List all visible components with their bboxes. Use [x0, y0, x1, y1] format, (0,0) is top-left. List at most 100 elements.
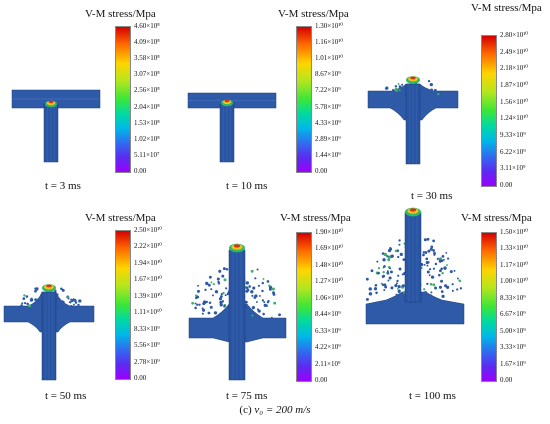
debris-particle — [397, 285, 401, 289]
simulation-image — [365, 207, 465, 325]
debris-particle — [446, 264, 448, 266]
debris-particle — [222, 291, 225, 295]
colorbar-tick-label: 3.07×10⁸ — [134, 70, 160, 79]
debris-particle — [22, 297, 26, 300]
debris-particle — [29, 308, 33, 312]
debris-particle — [441, 294, 445, 298]
debris-particle — [438, 285, 442, 289]
debris-particle — [74, 301, 78, 304]
debris-particle — [426, 295, 429, 298]
colorbar-tick-label: 5.00×10⁹ — [500, 326, 526, 335]
debris-particle — [438, 259, 442, 263]
simulation-image — [3, 284, 95, 381]
colorbar-tick-label: 2.89×10⁹ — [315, 134, 341, 143]
stress-colorbar — [115, 230, 131, 380]
panel-t10: V-M stress/Mpa 1.30×10¹⁰ 1.16×10¹⁰ 1.01×10¹… — [183, 0, 366, 200]
colorbar-tick-label: 1.56×10¹⁰ — [500, 97, 529, 106]
colorbar-tick-label: 6.22×10⁹ — [500, 147, 526, 156]
debris-particle — [459, 287, 463, 290]
debris-particle — [427, 94, 431, 98]
debris-particle — [205, 281, 209, 286]
debris-particle — [224, 294, 227, 297]
colorbar-tick-label: 7.22×10⁹ — [315, 86, 341, 95]
debris-particle — [225, 267, 229, 271]
debris-particle — [221, 300, 225, 303]
colorbar-tick-label: 1.69×10¹⁰ — [315, 244, 344, 253]
debris-particle — [196, 295, 200, 299]
debris-particle — [394, 85, 398, 88]
debris-particle — [383, 265, 386, 268]
debris-particle — [201, 308, 206, 312]
stress-tip-red — [233, 244, 241, 248]
debris-particle — [383, 252, 387, 257]
colorbar-tick-label: 1.53×10⁸ — [134, 118, 160, 127]
debris-particle — [456, 277, 459, 280]
stress-colorbar — [115, 26, 131, 173]
stress-tip-red — [409, 208, 417, 212]
debris-particle — [271, 287, 275, 291]
debris-particle — [453, 269, 456, 272]
debris-particle — [426, 237, 430, 241]
debris-particle — [426, 282, 429, 285]
stress-tip-red — [224, 99, 230, 103]
debris-particle — [386, 255, 389, 258]
debris-particle — [383, 289, 386, 292]
colorbar-tick-label: 3.11×10⁹ — [500, 164, 526, 173]
debris-particle — [216, 277, 220, 281]
debris-particle — [36, 298, 39, 301]
colorbar-tick-label: 1.50×10¹⁰ — [500, 228, 529, 236]
debris-particle — [17, 307, 21, 311]
colorbar-tick-label: 5.11×10⁷ — [134, 150, 160, 159]
debris-particle — [382, 271, 385, 274]
debris-particle — [225, 287, 228, 290]
debris-particle — [443, 266, 447, 270]
debris-particle — [426, 264, 429, 267]
debris-particle — [425, 261, 429, 265]
stress-colorbar — [481, 232, 497, 382]
debris-particle — [38, 297, 42, 301]
debris-particle — [401, 295, 405, 299]
colorbar-tick-label: 4.60×10⁸ — [134, 22, 160, 30]
debris-particle — [256, 268, 259, 271]
debris-particle — [390, 254, 394, 258]
debris-particle — [443, 258, 445, 261]
debris-particle — [197, 284, 199, 287]
debris-particle — [245, 281, 249, 285]
debris-particle — [30, 298, 34, 302]
debris-particle — [218, 269, 222, 273]
debris-particle — [437, 92, 440, 96]
debris-particle — [432, 283, 436, 287]
debris-particle — [223, 278, 227, 282]
debris-particle — [434, 286, 438, 290]
colorbar-tick-label: 1.67×10¹⁰ — [134, 275, 163, 284]
colorbar-tick-label: 1.67×10⁹ — [500, 359, 526, 368]
simulation-image — [11, 89, 101, 163]
debris-particle — [253, 296, 257, 299]
debris-particle — [387, 255, 392, 259]
debris-particle — [401, 83, 404, 86]
debris-particle — [266, 280, 270, 283]
debris-particle — [384, 285, 388, 289]
panel-t50: V-M stress/Mpa 2.50×10¹⁰ 2.22×10¹⁰ 1.94×10¹… — [0, 200, 183, 402]
debris-particle — [60, 287, 63, 291]
debris-particle — [451, 283, 454, 286]
debris-particle — [430, 296, 433, 299]
debris-particle — [251, 314, 254, 317]
time-label: t = 10 ms — [226, 180, 268, 192]
debris-particle — [370, 269, 374, 273]
debris-particle — [21, 302, 24, 305]
debris-particle — [377, 267, 381, 270]
debris-particle — [195, 294, 198, 297]
debris-particle — [262, 278, 265, 280]
debris-particle — [261, 289, 264, 293]
colorbar-tick-label: 8.44×10⁹ — [315, 310, 341, 319]
debris-particle — [398, 85, 401, 88]
debris-particle — [398, 243, 401, 246]
debris-particle — [261, 281, 265, 285]
colorbar-tick-label: 2.18×10¹⁰ — [500, 64, 529, 73]
debris-particle — [429, 294, 433, 297]
debris-particle — [440, 267, 443, 271]
debris-particle — [251, 294, 254, 297]
simulation-image — [367, 76, 459, 165]
debris-particle — [374, 283, 378, 287]
